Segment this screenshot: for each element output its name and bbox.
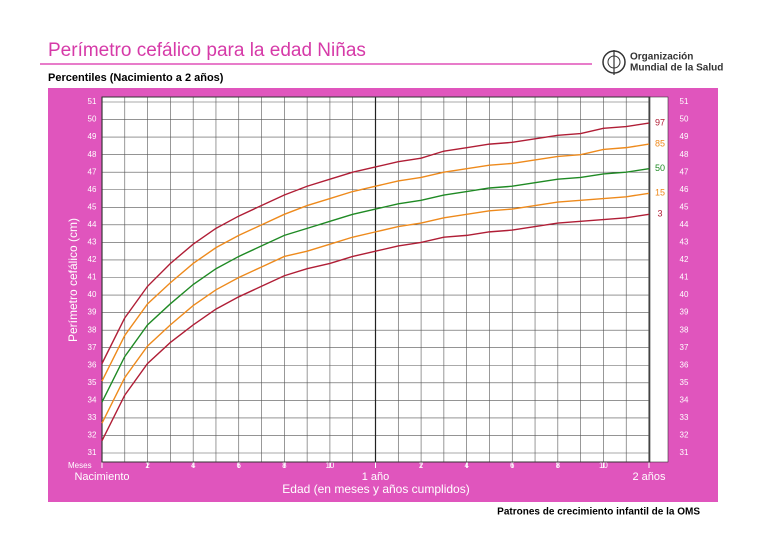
- x-tick-label: 10: [599, 461, 608, 470]
- y-tick-label: 36: [88, 360, 97, 369]
- y-tick-label: 45: [88, 202, 97, 211]
- y-tick-label: 35: [88, 378, 97, 387]
- y-tick-label: 31: [88, 448, 97, 457]
- y-tick-label: 47: [680, 167, 689, 176]
- label-column: [649, 96, 669, 463]
- y-tick-label: 49: [88, 132, 97, 141]
- x-axis-label: Edad (en meses y años cumplidos): [282, 482, 469, 496]
- logo: [602, 50, 626, 75]
- x-tick-label: 2 años: [632, 471, 666, 483]
- y-tick-label: 32: [88, 431, 97, 440]
- legend-label: 85: [655, 138, 665, 148]
- percentile-line: [101, 167, 650, 403]
- footer: Patrones de crecimiento infantil de la O…: [497, 507, 700, 518]
- y-tick-label: 39: [680, 308, 689, 317]
- legend-label: 50: [655, 163, 665, 173]
- x-tick-label: Nacimiento: [74, 471, 129, 483]
- subtitle: Percentiles (Nacimiento a 2 años): [48, 72, 224, 84]
- legend-label: 3: [657, 209, 662, 219]
- y-tick-label: 33: [680, 413, 689, 422]
- x-tick-label: 10: [325, 461, 334, 470]
- y-tick-label: 35: [680, 378, 689, 387]
- y-tick-label: 49: [680, 132, 689, 141]
- x-tick-label: 1 año: [362, 471, 390, 483]
- y-tick-label: 44: [680, 220, 689, 229]
- y-tick-label: 37: [680, 343, 689, 352]
- y-tick-label: 48: [88, 150, 97, 159]
- y-tick-label: 44: [88, 220, 97, 229]
- y-tick-label: 34: [680, 395, 689, 404]
- percentile-line: [101, 122, 650, 364]
- y-tick-label: 45: [680, 202, 689, 211]
- x-tick-label: 8: [556, 461, 561, 470]
- y-tick-label: 36: [680, 360, 689, 369]
- y-tick-label: 41: [88, 273, 97, 282]
- x-tick-label: 8: [282, 461, 287, 470]
- org-name: Mundial de la Salud: [630, 63, 723, 74]
- y-tick-label: 43: [88, 238, 97, 247]
- y-tick-label: 37: [88, 343, 97, 352]
- percentile-line: [101, 192, 650, 424]
- x-tick-label: 4: [464, 461, 469, 470]
- y-tick-label: 42: [88, 255, 97, 264]
- y-tick-label: 40: [680, 290, 689, 299]
- x-unit-label: Meses: [68, 461, 92, 470]
- legend-label: 97: [655, 117, 665, 127]
- x-tick-label: 2: [419, 461, 424, 470]
- y-tick-label: 46: [680, 185, 689, 194]
- y-tick-label: 50: [680, 115, 689, 124]
- x-tick-label: 2: [145, 461, 150, 470]
- y-tick-label: 50: [88, 115, 97, 124]
- y-tick-label: 34: [88, 395, 97, 404]
- y-tick-label: 51: [680, 97, 689, 106]
- x-tick-label: 4: [191, 461, 196, 470]
- y-tick-label: 38: [680, 325, 689, 334]
- chart-title: Perímetro cefálico para la edad Niñas: [48, 40, 366, 61]
- y-tick-label: 41: [680, 273, 689, 282]
- y-tick-label: 42: [680, 255, 689, 264]
- y-tick-label: 46: [88, 185, 97, 194]
- x-tick-label: 6: [510, 461, 515, 470]
- y-tick-label: 47: [88, 167, 97, 176]
- y-tick-label: 43: [680, 238, 689, 247]
- legend-label: 15: [655, 188, 665, 198]
- y-tick-label: 48: [680, 150, 689, 159]
- y-axis-label: Perímetro cefálico (cm): [66, 218, 80, 342]
- y-tick-label: 39: [88, 308, 97, 317]
- percentile-line: [101, 143, 650, 382]
- x-tick-label: 6: [237, 461, 242, 470]
- percentile-line: [101, 213, 650, 442]
- y-tick-label: 33: [88, 413, 97, 422]
- org-name: Organización: [630, 52, 693, 63]
- y-tick-label: 40: [88, 290, 97, 299]
- y-tick-label: 38: [88, 325, 97, 334]
- y-tick-label: 32: [680, 431, 689, 440]
- y-tick-label: 31: [680, 448, 689, 457]
- y-tick-label: 51: [88, 97, 97, 106]
